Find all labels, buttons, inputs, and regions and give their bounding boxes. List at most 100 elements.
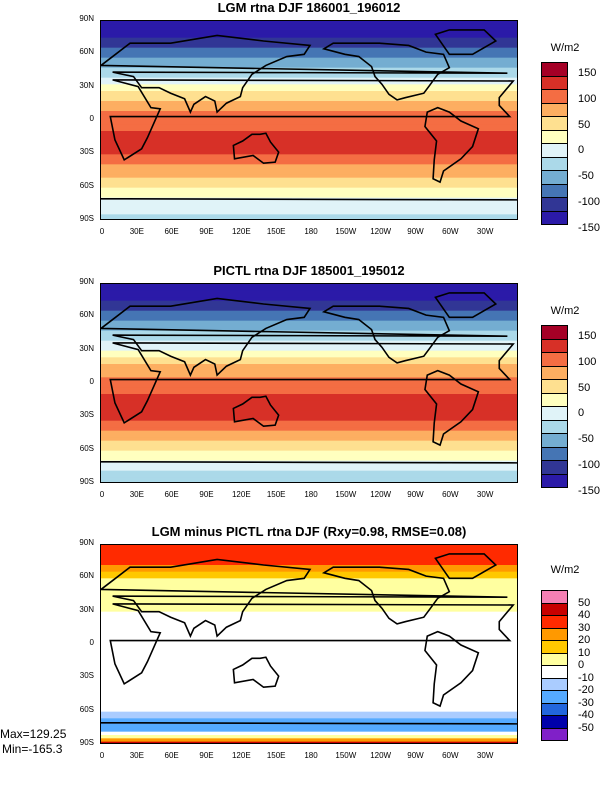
y-tick-label: 90S: [79, 214, 94, 223]
y-tick-label: 30N: [79, 604, 94, 614]
field-band: [101, 635, 517, 639]
colorbar-swatch: [541, 197, 568, 212]
colorbar-swatch: [541, 406, 568, 421]
field-band: [101, 551, 517, 556]
field-band: [101, 297, 517, 302]
y-tick-label: 90N: [79, 14, 94, 23]
colorbar-swatch: [541, 715, 568, 729]
colorbar: [541, 62, 568, 225]
y-tick-label: 30S: [79, 671, 94, 681]
colorbar-label: -100: [578, 195, 600, 208]
field-band: [101, 548, 517, 553]
field-band: [101, 738, 517, 743]
field-band: [101, 735, 517, 739]
x-tick-label: 90E: [199, 227, 214, 236]
field-band: [101, 64, 517, 69]
y-tick-label: 60S: [79, 704, 94, 714]
field-band: [101, 387, 517, 392]
x-tick-label: 150E: [266, 490, 286, 499]
field-band: [101, 124, 517, 129]
colorbar-swatch: [541, 75, 568, 90]
y-tick-label: 60S: [79, 443, 94, 453]
chart-panel-3: LGM minus PICTL rtna DJF (Rxy=0.98, RMSE…: [0, 524, 600, 786]
field-band: [101, 698, 517, 703]
field-band: [101, 715, 517, 719]
coastline: [101, 197, 517, 201]
colorbar-label: -50: [578, 170, 594, 183]
coastline: [321, 305, 451, 364]
field-band: [101, 741, 517, 743]
map-field: [101, 21, 517, 219]
x-tick-label: 30E: [129, 227, 144, 236]
colorbar-swatch: [541, 727, 568, 741]
colorbar-label: -10: [578, 671, 594, 684]
coastline: [434, 292, 498, 319]
field-band: [101, 144, 517, 149]
x-tick-label: 60E: [164, 227, 179, 236]
field-band: [101, 57, 517, 62]
field-band: [101, 320, 517, 325]
field-band: [101, 211, 517, 215]
field-band: [101, 290, 517, 295]
field-band: [101, 354, 517, 358]
field-band: [101, 207, 517, 212]
coastline: [424, 369, 480, 447]
coastline: [321, 566, 451, 625]
x-tick-label: 90W: [407, 490, 424, 499]
field-band: [101, 217, 517, 219]
field-band: [101, 558, 517, 563]
field-band: [101, 470, 517, 475]
field-band: [101, 477, 517, 482]
field-band: [101, 464, 517, 468]
field-band: [101, 578, 517, 583]
colorbar-swatch: [541, 352, 568, 367]
field-band: [101, 24, 517, 29]
field-band: [101, 374, 517, 378]
coastline: [101, 460, 517, 464]
field-band: [101, 131, 517, 135]
field-band: [101, 598, 517, 603]
y-tick-label: 30N: [79, 343, 94, 353]
x-tick-label: 0: [99, 751, 105, 760]
colorbar-swatch: [541, 338, 568, 353]
field-band: [101, 571, 517, 576]
field-band: [101, 327, 517, 332]
min-value-label: Min=-165.3: [2, 742, 63, 756]
coastline: [321, 42, 451, 101]
colorbar-label: 40: [578, 609, 591, 621]
field-band: [101, 447, 517, 452]
y-tick-label: 90N: [79, 538, 94, 547]
y-tick-label: 90S: [79, 477, 94, 486]
field-band: [101, 74, 517, 79]
y-tick-label: 0: [89, 638, 94, 647]
field-band: [101, 117, 517, 122]
chart-panel-2: PICTL rtna DJF 185001_195012 90N 60N 30N 0 30…: [0, 263, 600, 525]
x-tick-label: 60E: [164, 751, 179, 760]
field-band: [101, 161, 517, 165]
field-band: [101, 134, 517, 139]
colorbar-swatch: [541, 143, 568, 158]
colorbar-swatch: [541, 89, 568, 104]
field-band: [101, 658, 517, 663]
field-band: [101, 545, 517, 549]
colorbar-label: 50: [578, 118, 591, 131]
x-tick-label: 30W: [476, 490, 494, 499]
field-band: [101, 708, 517, 713]
colorbar-swatch: [541, 665, 568, 679]
colorbar-swatch: [541, 156, 568, 171]
colorbar-label: 50: [578, 381, 591, 394]
colorbar-swatch: [541, 640, 568, 654]
colorbar-swatch: [541, 379, 568, 394]
colorbar-swatch: [541, 460, 568, 475]
map-plot-area: [100, 283, 518, 483]
chart-title: LGM minus PICTL rtna DJF (Rxy=0.98, RMSE…: [151, 524, 467, 539]
field-band: [101, 651, 517, 656]
x-tick-label: 60E: [164, 490, 179, 499]
field-band: [101, 575, 517, 579]
x-tick-label: 120E: [231, 751, 251, 760]
x-tick-label: 90E: [199, 751, 214, 760]
field-band: [101, 154, 517, 159]
x-tick-label: 150W: [335, 751, 357, 760]
y-tick-label: 0: [89, 377, 94, 386]
field-band: [101, 467, 517, 472]
